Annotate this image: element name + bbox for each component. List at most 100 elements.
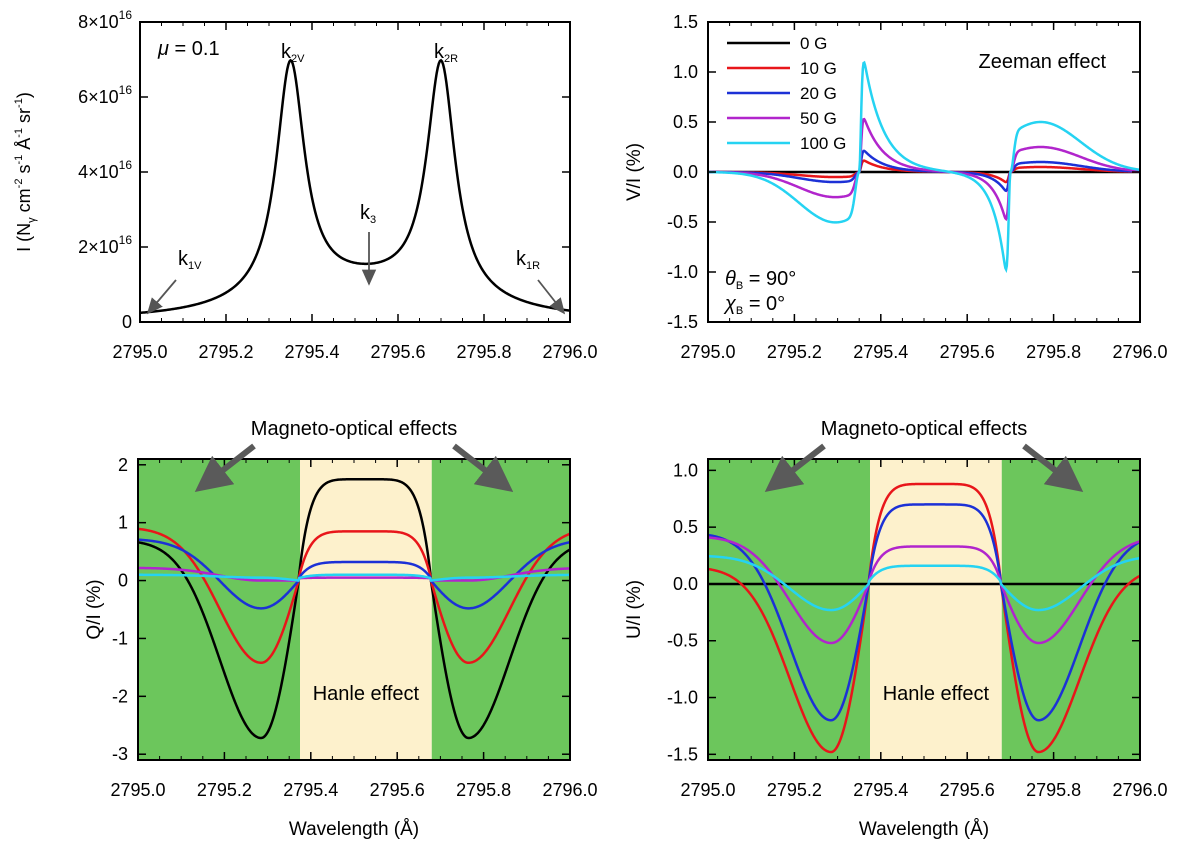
- y-tick-base: 8×10: [78, 12, 119, 32]
- y-label-part: cm: [14, 188, 34, 217]
- y-tick-label: 1: [118, 513, 128, 533]
- y-label-part: ): [14, 92, 34, 98]
- y-tick-label: -2: [112, 686, 128, 706]
- x-tick-label: 2795.6: [370, 342, 425, 362]
- mu-value: = 0.1: [169, 38, 220, 60]
- x-tick-label: 2795.6: [940, 342, 995, 362]
- y-tick-base: 6×10: [78, 87, 119, 107]
- chi-value: = 0°: [743, 293, 785, 315]
- series-line-20g: [707, 149, 1141, 193]
- x-tick-label: 2796.0: [542, 342, 597, 362]
- x-tick-label: 2795.0: [680, 780, 735, 800]
- y-tick-label: -1: [112, 628, 128, 648]
- y-tick-base: 4×10: [78, 162, 119, 182]
- legend-label: 20 G: [800, 84, 837, 103]
- theta-sub: B: [736, 280, 743, 292]
- intensity-panel: 2795.0 2795.2 2795.4 2795.6 2795.8 2796.0 0 2×1…: [13, 8, 598, 362]
- y-tick-label: -0.5: [667, 212, 698, 232]
- chi-symbol: χ: [723, 293, 737, 315]
- x-tick-label: 2795.8: [456, 780, 511, 800]
- y-tick-label: 1.0: [673, 460, 698, 480]
- y-label-part: γ: [26, 217, 38, 223]
- y-label-part: Å: [14, 138, 34, 155]
- x-axis-label: Wavelength (Å): [289, 819, 419, 840]
- y-axis-label: Q/I (%): [84, 579, 105, 639]
- x-tick-label: 2795.8: [456, 342, 511, 362]
- y-label-part: -1: [13, 155, 25, 165]
- legend-label: 0 G: [800, 34, 827, 53]
- annotation-main: k: [360, 202, 371, 224]
- series-line-100g: [707, 60, 1141, 274]
- zeeman-title: Zeeman effect: [979, 51, 1107, 73]
- series-line-10g: [137, 527, 571, 665]
- hanle-label: Hanle effect: [883, 683, 990, 705]
- mo-arrow-left: [194, 443, 256, 493]
- green-band-right: [431, 459, 570, 760]
- mo-arrow-right: [452, 443, 514, 493]
- series-line-0g: [137, 478, 571, 740]
- y-label-part: -2: [13, 179, 25, 189]
- x-tick-label: 2795.6: [370, 780, 425, 800]
- y-tick-exp: 16: [119, 158, 133, 172]
- legend-label: 50 G: [800, 109, 837, 128]
- y-label-part: sr: [14, 108, 34, 128]
- y-tick-exp: 16: [119, 83, 133, 97]
- magneto-optical-label: Magneto-optical effects: [821, 418, 1027, 440]
- y-tick-label: 0: [122, 312, 132, 332]
- mu-label: μ = 0.1: [157, 38, 220, 60]
- x-tick-label: 2795.2: [197, 780, 252, 800]
- x-tick-label: 2796.0: [1112, 780, 1167, 800]
- x-tick-label: 2795.2: [198, 342, 253, 362]
- x-tick-label: 2795.8: [1026, 780, 1081, 800]
- chi-label: χB = 0°: [723, 293, 785, 317]
- x-tick-label: 2796.0: [542, 780, 597, 800]
- x-tick-label: 2795.2: [767, 780, 822, 800]
- y-axis-label: U/I (%): [624, 580, 645, 639]
- y-tick-label: 6×1016: [78, 83, 132, 107]
- theta-value: = 90°: [743, 268, 796, 290]
- x-tick-label: 2795.2: [767, 342, 822, 362]
- y-tick-label: 0: [118, 571, 128, 591]
- annotation-sub: 1R: [526, 260, 540, 272]
- x-tick-label: 2795.0: [110, 780, 165, 800]
- stokes-v-panel: 2795.0 2795.2 2795.4 2795.6 2795.8 2796.0 -1.5…: [624, 12, 1168, 362]
- series-line-20g: [137, 538, 571, 610]
- series-line-10g: [707, 482, 1141, 754]
- hanle-band: [300, 459, 432, 760]
- y-tick-label: -1.5: [667, 312, 698, 332]
- stokes-q-panel: 2795.0 2795.2 2795.4 2795.6 2795.8 2796.0 Wave…: [84, 418, 598, 840]
- y-tick-label: 8×1016: [78, 8, 132, 32]
- annotation-k2r: k2R: [434, 41, 458, 65]
- intensity-line: [139, 58, 571, 315]
- y-tick-base: 2×10: [78, 237, 119, 257]
- annotation-main: k: [516, 248, 527, 270]
- annotation-main: k: [178, 248, 189, 270]
- theta-symbol: θ: [725, 268, 736, 290]
- series-line-20g: [707, 503, 1141, 722]
- mo-arrow-right: [1022, 443, 1084, 493]
- y-tick-label: 4×1016: [78, 158, 132, 182]
- y-tick-base: 0: [122, 312, 132, 332]
- series-line-100g: [138, 573, 570, 582]
- x-tick-label: 2795.0: [680, 342, 735, 362]
- theta-label: θB = 90°: [725, 268, 796, 292]
- y-axis-label: I (Nγ cm-2 s-1 Å-1 sr-1): [13, 92, 38, 252]
- x-tick-label: 2795.4: [853, 780, 908, 800]
- y-label-part: -1: [13, 128, 25, 138]
- series-line-50g: [708, 117, 1141, 222]
- magneto-optical-label: Magneto-optical effects: [251, 418, 457, 440]
- y-tick-label: -1.5: [667, 744, 698, 764]
- y-tick-label: -3: [112, 744, 128, 764]
- annotation-main: k: [281, 41, 292, 63]
- y-tick-exp: 16: [119, 8, 133, 22]
- y-label-part: I (N: [14, 223, 34, 252]
- annotation-sub: 3: [370, 214, 376, 226]
- y-tick-label: 0.0: [673, 574, 698, 594]
- mu-symbol: μ: [157, 38, 169, 60]
- annotation-sub: 2R: [444, 53, 458, 65]
- annotation-k1v: k1V: [178, 248, 202, 272]
- x-tick-label: 2795.4: [284, 342, 339, 362]
- x-axis-label: Wavelength (Å): [859, 819, 989, 840]
- green-band-right: [1001, 459, 1140, 760]
